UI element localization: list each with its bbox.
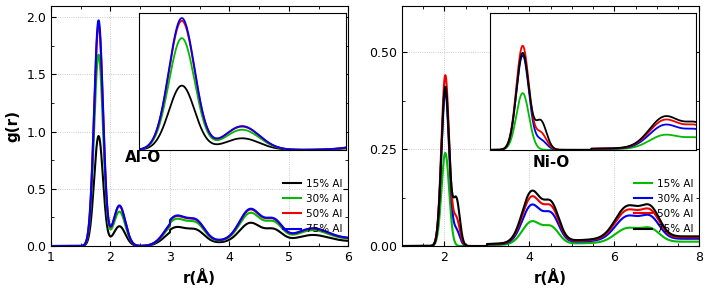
50% Al: [306, 227, 315, 230]
Line: 75% Al: 75% Al: [402, 87, 700, 246]
75% Al: [398, 244, 406, 248]
15% Al: [81, 243, 89, 247]
75% Al: [94, 19, 103, 22]
15% Al: [174, 225, 182, 229]
50% Al: [81, 242, 89, 246]
50% Al: [47, 244, 55, 248]
50% Al: [614, 216, 623, 220]
15% Al: [94, 134, 103, 138]
75% Al: [47, 244, 55, 248]
30% Al: [686, 237, 695, 241]
30% Al: [614, 221, 623, 225]
30% Al: [338, 236, 347, 240]
15% Al: [523, 223, 531, 226]
50% Al: [161, 229, 169, 232]
15% Al: [614, 230, 623, 234]
50% Al: [99, 98, 107, 102]
75% Al: [441, 85, 450, 88]
75% Al: [306, 227, 315, 230]
30% Al: [398, 244, 406, 248]
X-axis label: r(Å): r(Å): [183, 270, 216, 286]
30% Al: [161, 230, 169, 234]
Line: 30% Al: 30% Al: [51, 55, 349, 246]
30% Al: [174, 217, 182, 220]
30% Al: [525, 204, 534, 208]
Line: 15% Al: 15% Al: [402, 153, 700, 246]
Y-axis label: g(r): g(r): [6, 110, 21, 142]
50% Al: [94, 23, 103, 27]
15% Al: [345, 239, 353, 243]
30% Al: [47, 244, 55, 248]
15% Al: [398, 244, 406, 248]
50% Al: [671, 235, 680, 239]
75% Al: [523, 196, 531, 199]
15% Al: [161, 234, 169, 238]
75% Al: [81, 242, 89, 246]
50% Al: [441, 74, 450, 77]
75% Al: [686, 234, 695, 238]
75% Al: [338, 235, 347, 239]
30% Al: [671, 237, 680, 240]
15% Al: [686, 240, 695, 244]
Line: 50% Al: 50% Al: [51, 25, 349, 246]
30% Al: [99, 118, 107, 121]
75% Al: [671, 234, 680, 237]
Text: Ni-O: Ni-O: [533, 155, 570, 170]
Line: 75% Al: 75% Al: [51, 20, 349, 246]
15% Al: [671, 240, 680, 243]
50% Al: [345, 236, 353, 240]
Line: 15% Al: 15% Al: [51, 136, 349, 246]
75% Al: [696, 234, 704, 238]
50% Al: [539, 202, 547, 206]
X-axis label: r(Å): r(Å): [534, 270, 567, 286]
50% Al: [523, 201, 531, 204]
30% Al: [306, 229, 315, 232]
15% Al: [696, 240, 704, 244]
15% Al: [306, 233, 315, 237]
30% Al: [539, 209, 547, 213]
50% Al: [398, 244, 406, 248]
30% Al: [81, 243, 89, 246]
75% Al: [161, 229, 169, 232]
75% Al: [614, 213, 623, 217]
Line: 30% Al: 30% Al: [402, 91, 700, 246]
30% Al: [345, 237, 353, 240]
50% Al: [686, 236, 695, 239]
50% Al: [525, 197, 534, 200]
Legend: 15% Al, 30% Al, 50% Al, 75% Al: 15% Al, 30% Al, 50% Al, 75% Al: [279, 174, 346, 238]
75% Al: [539, 198, 547, 201]
30% Al: [523, 208, 531, 211]
75% Al: [345, 236, 353, 239]
Text: Al-O: Al-O: [125, 150, 162, 165]
50% Al: [696, 236, 704, 239]
15% Al: [525, 220, 534, 224]
30% Al: [696, 237, 704, 241]
15% Al: [47, 244, 55, 248]
75% Al: [525, 191, 534, 195]
50% Al: [338, 235, 347, 239]
30% Al: [441, 89, 450, 93]
15% Al: [99, 172, 107, 175]
15% Al: [338, 239, 347, 242]
Legend: 15% Al, 30% Al, 50% Al, 75% Al: 15% Al, 30% Al, 50% Al, 75% Al: [630, 174, 697, 238]
50% Al: [174, 214, 182, 218]
Line: 50% Al: 50% Al: [402, 75, 700, 246]
15% Al: [539, 223, 547, 227]
75% Al: [99, 95, 107, 99]
30% Al: [94, 53, 103, 56]
15% Al: [441, 151, 450, 155]
75% Al: [174, 214, 182, 217]
